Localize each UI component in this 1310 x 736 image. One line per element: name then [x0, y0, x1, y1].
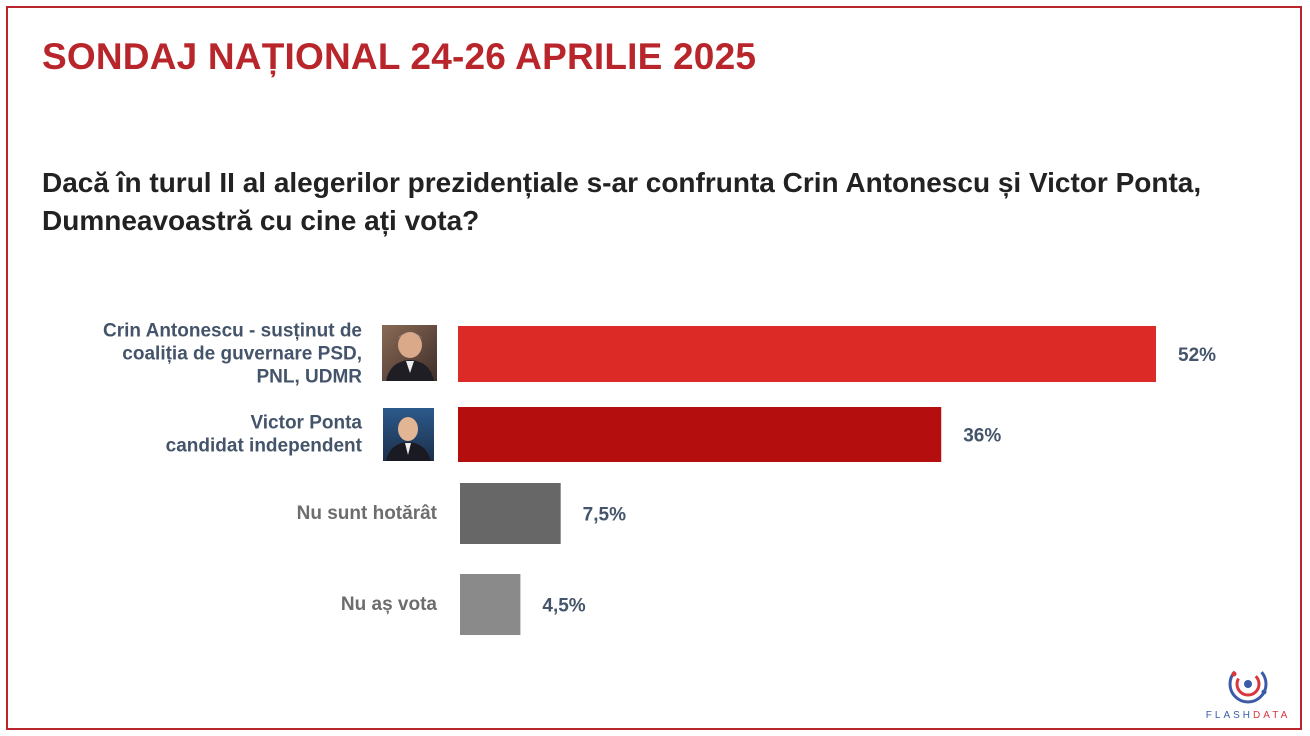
value-label-2: 7,5% — [583, 505, 626, 526]
bar-2 — [460, 483, 561, 544]
category-label-line: candidat independent — [166, 436, 363, 457]
flashdata-logo-text: FLASHDATA — [1205, 710, 1291, 721]
flashdata-logo-icon — [1228, 664, 1268, 704]
value-label-3: 4,5% — [542, 596, 585, 617]
slide-frame — [6, 6, 1302, 730]
category-label-3: Nu aș vota — [341, 594, 438, 615]
category-label-1: Victor Ponta candidat independent — [166, 413, 363, 457]
category-label-line: PNL, UDMR — [256, 367, 362, 388]
value-label-0: 52% — [1178, 345, 1216, 366]
slide-title: SONDAJ NAȚIONAL 24-26 APRILIE 2025 — [42, 36, 757, 77]
crin-antonescu-photo — [382, 325, 437, 381]
bar-3 — [460, 574, 521, 635]
category-label-line: Nu sunt hotărât — [297, 503, 438, 524]
category-label-0: Crin Antonescu - susținut de coaliția de … — [103, 321, 362, 388]
bar-1 — [458, 407, 942, 462]
value-label-1: 36% — [963, 426, 1001, 447]
category-label-2: Nu sunt hotărât — [297, 503, 438, 524]
survey-question: Dacă în turul II al alegerilor prezidenț… — [42, 167, 1202, 236]
category-label-line: Crin Antonescu - susținut de — [103, 321, 362, 342]
category-label-line: coaliția de guvernare PSD, — [122, 344, 362, 365]
victor-ponta-photo — [383, 408, 434, 461]
flashdata-logo: FLASHDATA — [1196, 660, 1300, 726]
bar-0 — [458, 326, 1156, 382]
category-label-line: Victor Ponta — [250, 413, 362, 434]
category-label-line: Nu aș vota — [341, 594, 438, 615]
